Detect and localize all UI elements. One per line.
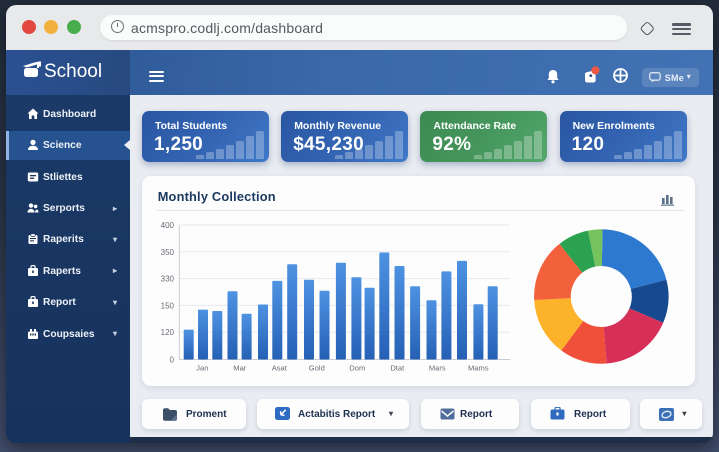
- svg-text:120: 120: [160, 328, 174, 337]
- svg-text:150: 150: [160, 301, 174, 310]
- svg-text:Mar: Mar: [233, 364, 247, 373]
- svg-text:0: 0: [169, 356, 174, 365]
- svg-text:Dtat: Dtat: [390, 364, 405, 373]
- svg-text:Gold: Gold: [308, 364, 324, 373]
- svg-text:330: 330: [160, 275, 174, 284]
- svg-text:Dom: Dom: [349, 364, 365, 373]
- svg-text:Asat: Asat: [271, 364, 287, 373]
- svg-text:Mams: Mams: [468, 364, 489, 373]
- svg-text:Mars: Mars: [429, 364, 446, 373]
- svg-text:400: 400: [160, 221, 174, 230]
- svg-text:Jan: Jan: [196, 364, 208, 373]
- svg-text:350: 350: [160, 248, 174, 257]
